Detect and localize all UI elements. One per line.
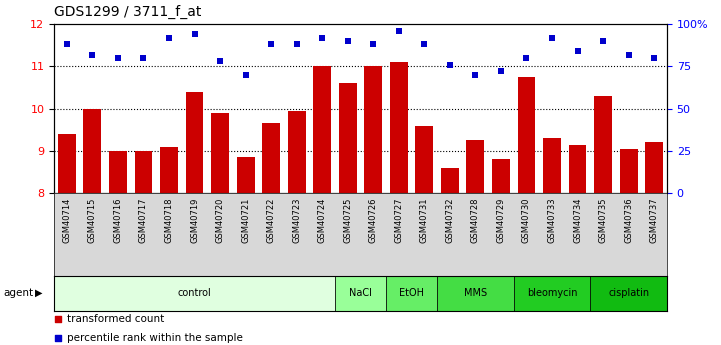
Bar xyxy=(518,77,536,193)
Point xyxy=(444,62,456,68)
Text: GSM40722: GSM40722 xyxy=(267,197,275,243)
Bar xyxy=(569,145,586,193)
Bar xyxy=(262,124,280,193)
Text: GSM40727: GSM40727 xyxy=(394,197,403,243)
Text: GSM40718: GSM40718 xyxy=(164,197,174,243)
Text: GSM40719: GSM40719 xyxy=(190,197,199,243)
Point xyxy=(261,90,273,95)
Text: GSM40731: GSM40731 xyxy=(420,197,429,243)
Point xyxy=(623,52,634,57)
Point xyxy=(495,69,507,74)
Text: agent: agent xyxy=(4,288,34,298)
Text: transformed count: transformed count xyxy=(66,314,164,324)
Text: GSM40720: GSM40720 xyxy=(216,197,224,243)
Text: control: control xyxy=(177,288,211,298)
Bar xyxy=(313,66,331,193)
Point xyxy=(419,42,430,47)
Text: cisplatin: cisplatin xyxy=(608,288,649,298)
Text: ▶: ▶ xyxy=(35,288,42,298)
Bar xyxy=(109,151,127,193)
Text: GSM40724: GSM40724 xyxy=(318,197,327,243)
Text: bleomycin: bleomycin xyxy=(527,288,578,298)
Text: GSM40735: GSM40735 xyxy=(598,197,608,243)
Bar xyxy=(415,126,433,193)
Bar xyxy=(211,113,229,193)
Point xyxy=(547,35,558,40)
Point xyxy=(469,72,481,78)
Text: MMS: MMS xyxy=(464,288,487,298)
Point xyxy=(87,52,98,57)
Text: GSM40734: GSM40734 xyxy=(573,197,582,243)
Bar xyxy=(364,66,382,193)
Bar xyxy=(594,96,612,193)
Bar xyxy=(645,142,663,193)
Bar xyxy=(335,276,386,310)
Point xyxy=(648,55,660,61)
Bar xyxy=(590,276,667,310)
Point xyxy=(572,48,583,54)
Text: GSM40714: GSM40714 xyxy=(62,197,71,243)
Bar xyxy=(492,159,510,193)
Bar xyxy=(135,151,152,193)
Point xyxy=(61,42,73,47)
Bar xyxy=(513,276,590,310)
Bar xyxy=(466,140,485,193)
Text: GSM40733: GSM40733 xyxy=(547,197,557,243)
Point xyxy=(291,42,302,47)
Bar xyxy=(288,111,306,193)
Point xyxy=(189,31,200,37)
Text: percentile rank within the sample: percentile rank within the sample xyxy=(66,333,242,343)
Text: GSM40736: GSM40736 xyxy=(624,197,633,243)
Point xyxy=(317,35,328,40)
Bar xyxy=(185,92,203,193)
Text: EtOH: EtOH xyxy=(399,288,424,298)
Bar xyxy=(543,138,561,193)
Bar xyxy=(160,147,178,193)
Text: NaCl: NaCl xyxy=(349,288,372,298)
Text: GSM40723: GSM40723 xyxy=(292,197,301,243)
Bar xyxy=(437,276,513,310)
Bar xyxy=(54,276,335,310)
Bar xyxy=(386,276,437,310)
Bar xyxy=(390,62,408,193)
Text: GSM40726: GSM40726 xyxy=(368,197,378,243)
Text: GSM40721: GSM40721 xyxy=(241,197,250,243)
Point xyxy=(261,262,273,268)
Bar xyxy=(236,157,255,193)
Bar xyxy=(619,149,637,193)
Text: GSM40728: GSM40728 xyxy=(471,197,480,243)
Text: GSM40715: GSM40715 xyxy=(88,197,97,243)
Point xyxy=(112,55,124,61)
Text: GSM40717: GSM40717 xyxy=(139,197,148,243)
Text: GSM40729: GSM40729 xyxy=(497,197,505,243)
Bar xyxy=(441,168,459,193)
Text: GSM40730: GSM40730 xyxy=(522,197,531,243)
Text: GSM40737: GSM40737 xyxy=(650,197,659,243)
Point xyxy=(265,42,277,47)
Point xyxy=(214,59,226,64)
Text: GSM40732: GSM40732 xyxy=(446,197,454,243)
Point xyxy=(342,38,353,44)
Point xyxy=(597,38,609,44)
Text: GDS1299 / 3711_f_at: GDS1299 / 3711_f_at xyxy=(54,5,201,19)
Bar xyxy=(84,109,102,193)
Point xyxy=(138,55,149,61)
Bar xyxy=(58,134,76,193)
Text: GSM40716: GSM40716 xyxy=(113,197,123,243)
Text: GSM40725: GSM40725 xyxy=(343,197,353,243)
Point xyxy=(240,72,252,78)
Point xyxy=(163,35,174,40)
Bar xyxy=(339,83,357,193)
Point xyxy=(521,55,532,61)
Point xyxy=(393,28,404,34)
Point xyxy=(368,42,379,47)
